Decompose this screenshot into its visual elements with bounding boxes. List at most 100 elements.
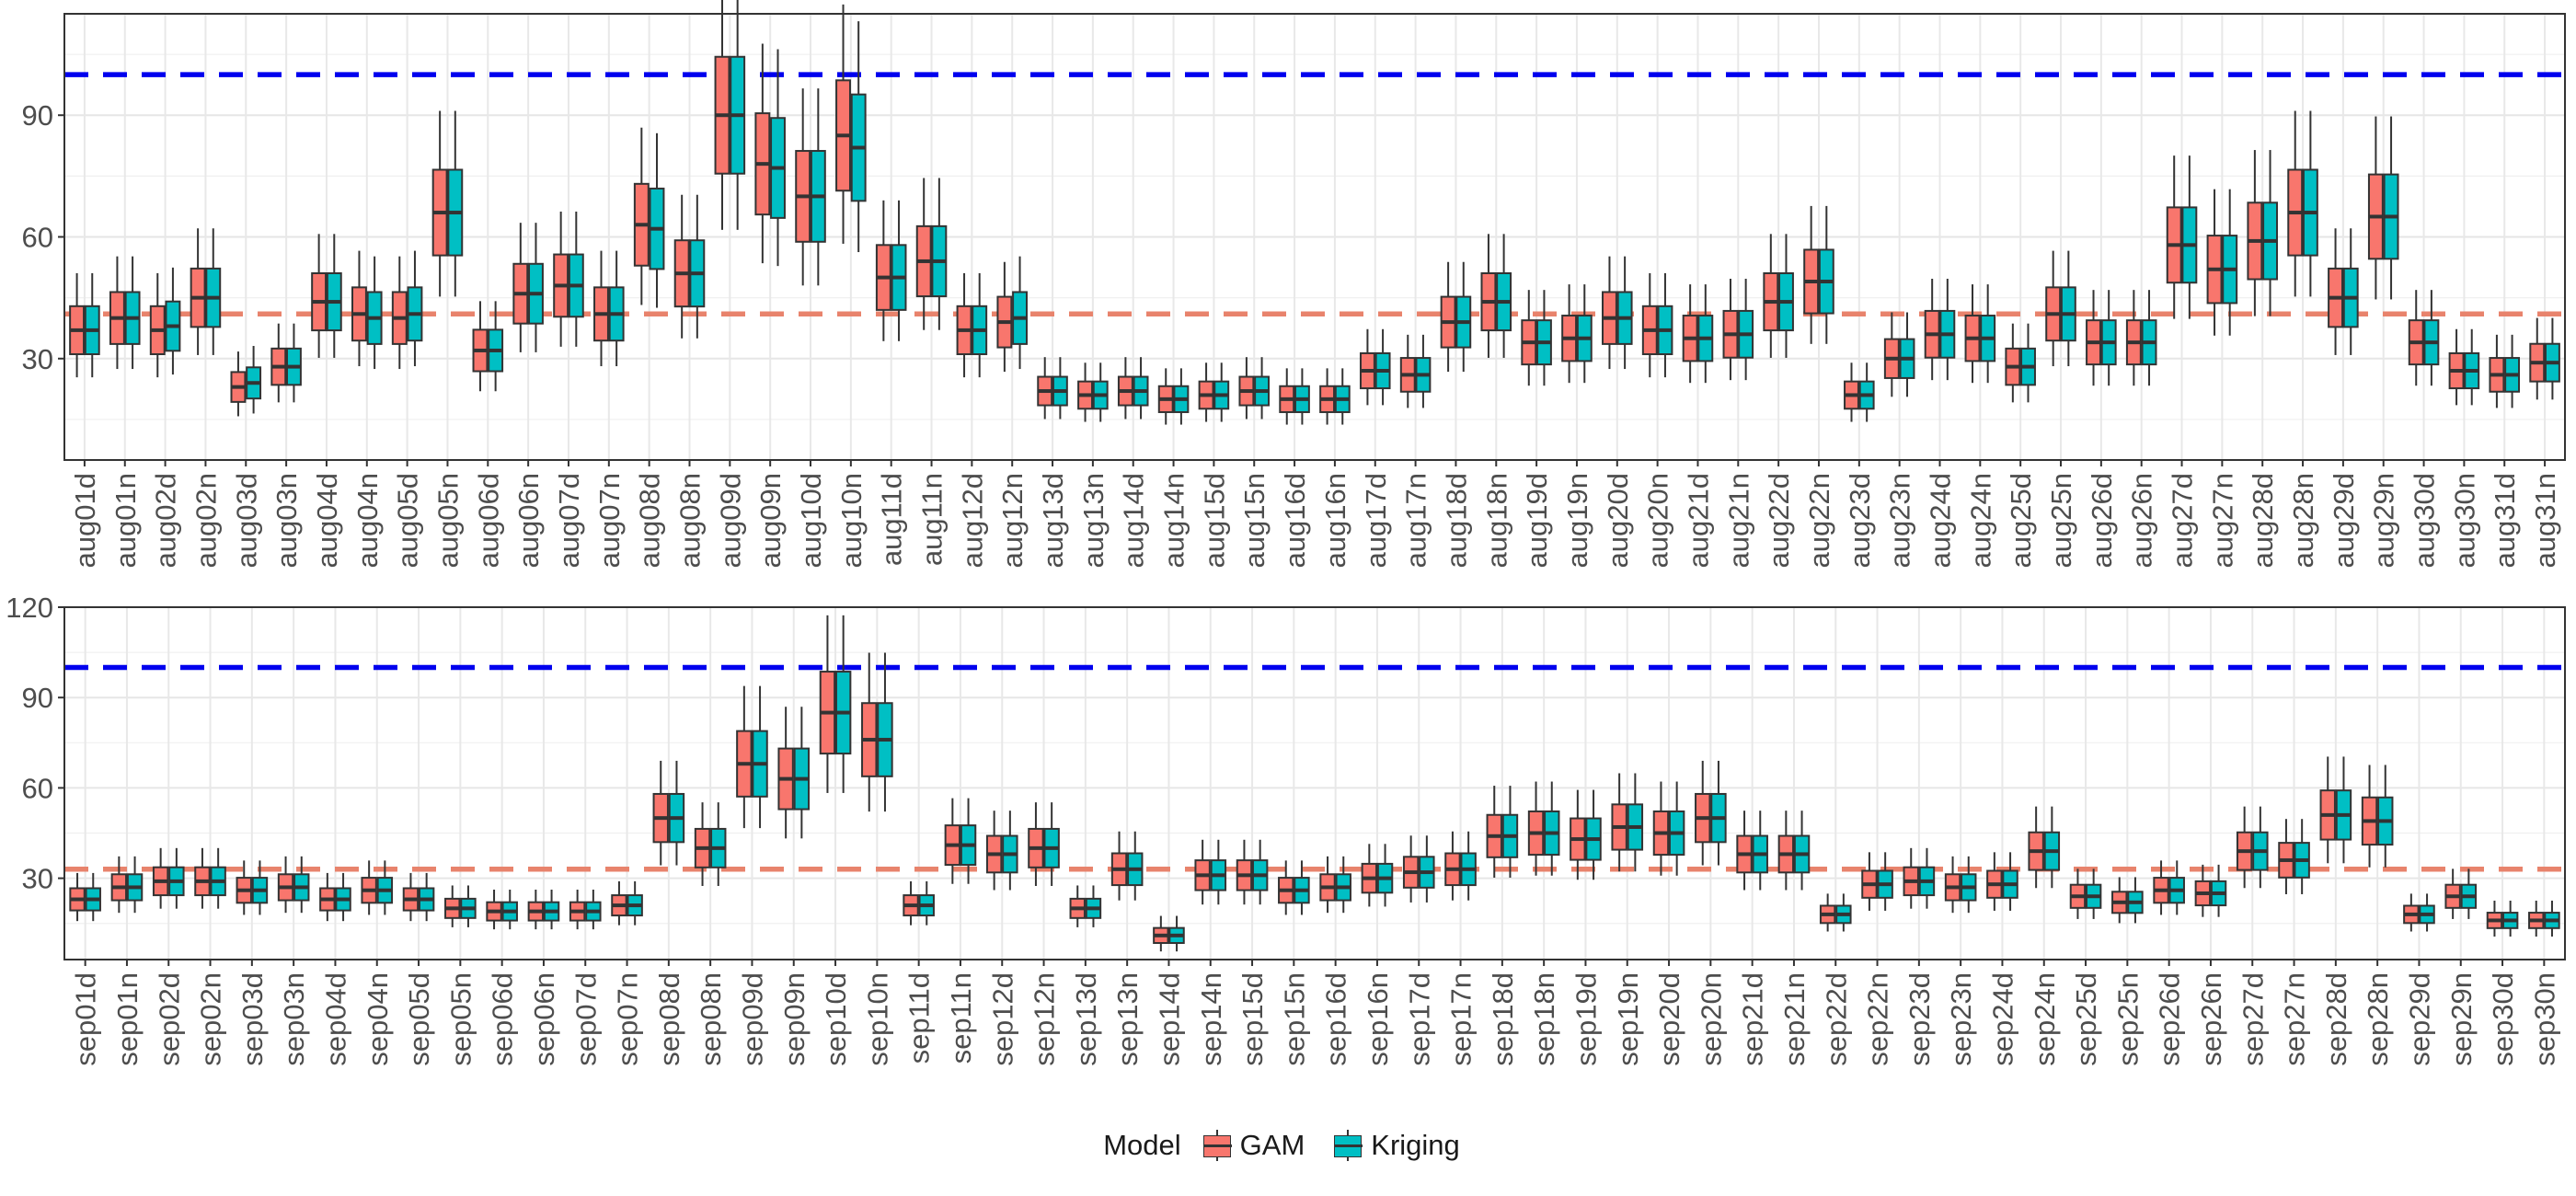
legend-label-gam: GAM [1239, 1129, 1305, 1161]
box-gam-sep04n [361, 860, 377, 915]
box-gam-aug12d [956, 272, 972, 378]
x-tick-label: aug26n [2126, 473, 2158, 568]
x-tick-label: sep26d [2154, 972, 2186, 1066]
x-tick-label: sep08d [653, 972, 685, 1066]
box-gam-aug02n [190, 228, 206, 355]
x-tick-label: sep30n [2528, 972, 2560, 1066]
box-kriging-sep02n [210, 847, 226, 909]
x-tick-label: aug10n [835, 473, 868, 568]
panel-background [64, 607, 2565, 960]
box-kriging-aug15n [1254, 357, 1271, 420]
box-gam-sep09n [777, 707, 794, 839]
box-kriging-aug21n [1738, 279, 1754, 381]
x-tick-label: aug30n [2448, 473, 2480, 568]
x-tick-label: sep18d [1487, 972, 1519, 1066]
x-tick-label: aug15n [1238, 473, 1271, 568]
box-gam-aug23n [1883, 312, 1900, 397]
box-gam-sep07d [569, 889, 586, 930]
box-gam-sep22d [1819, 893, 1836, 932]
box-gam-aug30d [2408, 290, 2424, 386]
x-tick-label: sep12n [1029, 972, 1061, 1066]
box-gam-aug09n [754, 43, 771, 264]
box-gam-aug18d [1440, 261, 1456, 373]
x-tick-label: aug06n [512, 473, 545, 568]
box-kriging-sep27d [2252, 806, 2269, 889]
x-tick-label: aug18n [1480, 473, 1512, 568]
box-gam-sep12n [1028, 802, 1044, 886]
box-kriging-aug16d [1294, 368, 1310, 425]
box-gam-aug18n [1480, 234, 1497, 358]
box-kriging-sep10d [834, 615, 852, 793]
box-kriging-aug09n [770, 49, 786, 267]
box-kriging-aug21d [1697, 284, 1714, 384]
box-gam-sep10d [819, 615, 836, 793]
x-tick-label: sep30d [2487, 972, 2519, 1066]
box-kriging-aug27n [2222, 189, 2238, 336]
panel-2: 30 60 90 120 sep01d sep01n sep02d sep02n sep03d s… [6, 592, 2566, 1066]
x-tick-label: aug27d [2167, 473, 2199, 568]
box-gam-sep11d [903, 880, 919, 926]
x-tick-label: sep23d [1903, 972, 1936, 1066]
box-gam-aug25d [2005, 323, 2021, 403]
x-tick-label: aug31d [2489, 473, 2521, 568]
x-tick-label: sep13d [1070, 972, 1102, 1066]
box-kriging-sep16n [1376, 844, 1394, 907]
box-gam-aug29n [2367, 116, 2384, 300]
box-gam-aug15d [1198, 362, 1214, 422]
box-gam-aug12n [996, 261, 1013, 373]
box-gam-aug16n [1319, 368, 1336, 425]
x-tick-label: aug17n [1400, 473, 1432, 568]
y-tick-label: 30 [22, 343, 53, 375]
box-gam-aug23d [1844, 362, 1859, 422]
x-tick-label: sep25d [2070, 972, 2102, 1066]
x-tick-label: sep18n [1528, 972, 1560, 1066]
box-kriging-aug24n [1980, 284, 1996, 384]
box-gam-aug15n [1238, 357, 1255, 420]
box-gam-sep17n [1444, 831, 1461, 901]
x-tick-label: sep02n [195, 972, 227, 1066]
x-tick-label: aug04d [311, 473, 343, 568]
box-kriging-aug07d [568, 211, 584, 347]
box-gam-sep03n [277, 856, 294, 914]
box-gam-sep20d [1652, 781, 1670, 876]
x-tick-label: aug22n [1803, 473, 1835, 568]
box-kriging-sep03n [293, 856, 310, 914]
x-tick-label: sep08n [695, 972, 727, 1066]
x-tick-label: aug27n [2206, 473, 2238, 568]
box-gam-aug07d [553, 211, 569, 347]
x-tick-label: aug02n [190, 473, 222, 568]
box-kriging-aug31n [2544, 317, 2560, 400]
box-gam-aug13n [1077, 362, 1094, 422]
box-gam-aug02d [149, 272, 166, 378]
box-kriging-sep13d [1085, 885, 1102, 927]
x-tick-label: sep06d [487, 972, 519, 1066]
x-tick-label: sep28d [2320, 972, 2352, 1066]
box-gam-sep05d [402, 872, 420, 922]
x-tick-label: aug10d [795, 473, 827, 568]
box-gam-aug04d [311, 234, 328, 358]
x-tick-label: sep20d [1653, 972, 1685, 1066]
box-gam-sep26d [2153, 860, 2169, 915]
box-gam-sep13d [1069, 885, 1086, 927]
box-gam-aug09d [714, 0, 730, 230]
box-kriging-sep27n [2294, 819, 2310, 894]
box-kriging-sep22n [1877, 852, 1893, 911]
box-kriging-sep22d [1835, 893, 1852, 932]
x-tick-label: sep24d [1986, 972, 2018, 1066]
box-gam-sep16n [1361, 844, 1378, 907]
x-tick-label: aug12d [956, 473, 988, 568]
x-tick-label: aug02d [150, 473, 182, 568]
box-gam-aug31d [2489, 334, 2505, 408]
box-gam-sep12d [985, 811, 1003, 891]
x-tick-label: aug28d [2247, 473, 2279, 568]
x-tick-label: sep07d [569, 972, 602, 1066]
x-tick-label: aug07n [593, 473, 626, 568]
box-kriging-sep25n [2127, 877, 2144, 924]
box-kriging-aug10n [850, 21, 867, 253]
x-tick-label: sep17d [1403, 972, 1435, 1066]
box-kriging-sep04n [376, 860, 394, 915]
x-tick-label: sep19n [1612, 972, 1644, 1066]
box-kriging-aug28d [2262, 150, 2278, 316]
box-gam-aug28n [2287, 110, 2304, 297]
